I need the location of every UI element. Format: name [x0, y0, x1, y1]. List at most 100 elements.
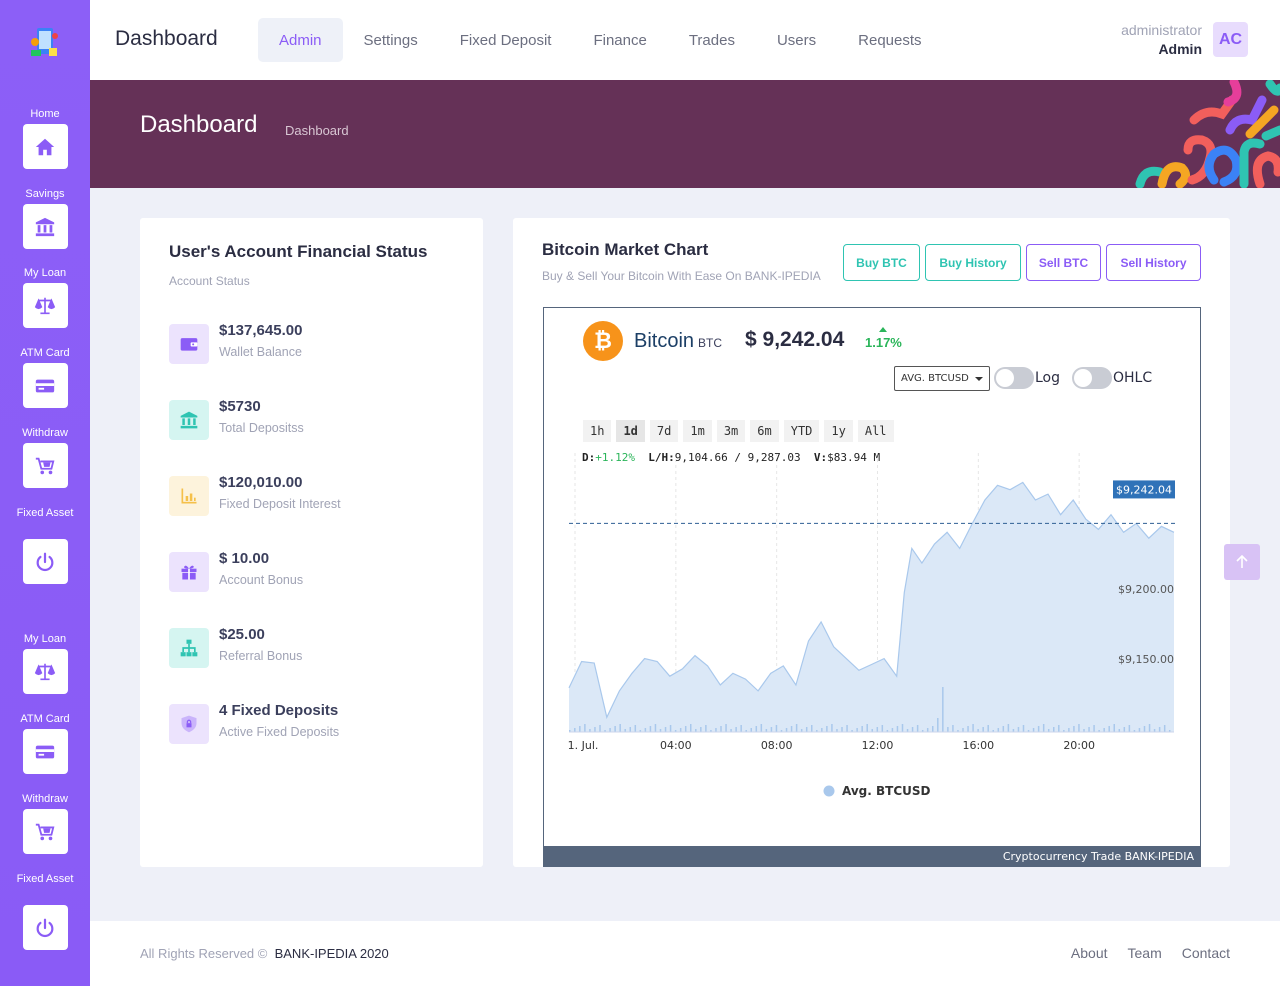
stat-label: Wallet Balance: [219, 345, 302, 359]
volume-bar: [1123, 727, 1126, 732]
volume-bar: [926, 728, 929, 732]
buy-history-button[interactable]: Buy History: [925, 244, 1021, 281]
volume-bar: [584, 724, 586, 732]
volume-bar: [735, 727, 737, 732]
volume-bar: [1138, 728, 1141, 732]
page-title: Dashboard: [140, 111, 258, 138]
range-button-all[interactable]: All: [857, 420, 894, 442]
range-button-1d[interactable]: 1d: [616, 420, 645, 442]
nav-settings[interactable]: Settings: [363, 31, 418, 49]
sidebar-item-label: ATM Card: [20, 713, 70, 725]
range-button-1y[interactable]: 1y: [824, 420, 853, 442]
sidebar-button[interactable]: [22, 905, 68, 950]
shield-lock-icon: [181, 715, 197, 733]
sidebar-item-savings[interactable]: Savings: [0, 188, 90, 249]
log-toggle[interactable]: [994, 367, 1034, 389]
volume-bar: [1163, 725, 1166, 732]
sidebar-item-fixed-asset[interactable]: Fixed Asset: [0, 507, 90, 584]
range-button-1h[interactable]: 1h: [583, 420, 612, 442]
scale-icon: [34, 297, 56, 314]
sidebar-button[interactable]: [22, 809, 68, 854]
sidebar-button[interactable]: [22, 363, 68, 408]
sell-history-button[interactable]: Sell History: [1106, 244, 1201, 281]
range-button-ytd[interactable]: YTD: [783, 420, 820, 442]
nav-fixed-deposit[interactable]: Fixed Deposit: [459, 31, 552, 49]
volume-bar: [901, 724, 904, 732]
wallet-icon: [180, 338, 198, 351]
range-button-1m[interactable]: 1m: [683, 420, 712, 442]
chart-credit[interactable]: Cryptocurrency Trade BANK-IPEDIA: [543, 846, 1201, 867]
price-chart[interactable]: $9,242.04 $9,200.00 $9,150.00 1. Jul. 04:00 0…: [544, 308, 1202, 868]
cart-icon: [35, 457, 55, 474]
breadcrumb[interactable]: Dashboard: [285, 123, 349, 138]
x-tick-label: 08:00: [761, 739, 793, 752]
x-tick-label: 16:00: [962, 739, 994, 752]
ohlc-toggle[interactable]: [1072, 367, 1112, 389]
avatar[interactable]: AC: [1213, 22, 1248, 57]
nav-users[interactable]: Users: [776, 31, 817, 49]
sidebar-item-withdraw[interactable]: Withdraw: [0, 427, 90, 488]
sidebar-button[interactable]: [22, 204, 68, 249]
range-button-3m[interactable]: 3m: [716, 420, 746, 442]
sidebar-item-atm-card[interactable]: ATM Card: [0, 347, 90, 408]
sidebar-item-withdraw[interactable]: Withdraw: [0, 793, 90, 854]
sidebar-item-home[interactable]: Home: [0, 108, 90, 169]
footer-link-team[interactable]: Team: [1127, 945, 1162, 961]
sidebar-button[interactable]: [22, 443, 68, 488]
market-card-subtitle: Buy & Sell Your Bitcoin With Ease On BAN…: [542, 269, 821, 283]
stat-label: Referral Bonus: [219, 649, 303, 663]
volume-bar: [1058, 725, 1060, 732]
cart-icon: [35, 823, 55, 840]
user-name[interactable]: Admin: [1158, 41, 1202, 57]
stat-icon-box: [169, 324, 209, 364]
volume-bar: [1042, 724, 1045, 732]
sidebar-button[interactable]: [22, 283, 68, 328]
volume-bar: [871, 729, 873, 732]
buy-btc-button[interactable]: Buy BTC: [843, 244, 920, 281]
nav-requests[interactable]: Requests: [858, 31, 922, 49]
top-navbar: Dashboard Admin Settings Fixed Deposit F…: [90, 0, 1280, 80]
volume-bar: [654, 724, 657, 732]
sidebar-item-atm-card[interactable]: ATM Card: [0, 713, 90, 774]
volume-bar: [624, 729, 626, 732]
ohlc-d-value: +1.12%: [595, 451, 635, 464]
volume-bar: [594, 727, 596, 732]
stat-item: $120,010.00 Fixed Deposit Interest: [169, 474, 459, 516]
footer-link-contact[interactable]: Contact: [1181, 945, 1230, 961]
stat-value: $137,645.00: [219, 322, 303, 339]
sell-btc-button[interactable]: Sell BTC: [1026, 244, 1101, 281]
range-button-7d[interactable]: 7d: [649, 420, 679, 442]
volume-bar: [1017, 727, 1020, 732]
power-icon: [36, 918, 54, 937]
ohlc-v-value: $83.94 M: [827, 451, 881, 464]
nav-admin[interactable]: Admin: [258, 18, 343, 62]
volume-bar: [1128, 725, 1131, 732]
coin-symbol: BTC: [698, 336, 723, 350]
footer-link-about[interactable]: About: [1070, 945, 1108, 961]
sidebar-item-my-loan[interactable]: My Loan: [0, 633, 90, 694]
volume-bar: [826, 726, 828, 732]
volume-bar: [664, 727, 667, 732]
current-price-label: $9,242.04: [1116, 483, 1172, 496]
volume-bar: [619, 724, 621, 732]
sidebar-button[interactable]: [22, 124, 68, 169]
sidebar-button[interactable]: [22, 539, 68, 584]
volume-bar: [891, 728, 894, 732]
ohlc-lh-value: 9,104.66 / 9,287.03: [674, 451, 801, 464]
volume-bar: [790, 726, 793, 732]
currency-select[interactable]: AVG. BTCUSD: [894, 366, 990, 391]
stat-label: Active Fixed Deposits: [219, 725, 340, 739]
sidebar-button[interactable]: [22, 729, 68, 774]
range-button-6m[interactable]: 6m: [750, 420, 779, 442]
scroll-to-top-button[interactable]: [1224, 544, 1260, 580]
nav-finance[interactable]: Finance: [593, 31, 647, 49]
volume-bar: [1078, 724, 1080, 732]
sidebar-item-my-loan[interactable]: My Loan: [0, 267, 90, 328]
nav-trades[interactable]: Trades: [688, 31, 735, 49]
log-toggle-label: Log: [1035, 370, 1061, 386]
sidebar-item-fixed-asset[interactable]: Fixed Asset: [0, 873, 90, 950]
volume-bar: [770, 727, 773, 732]
copyright: All Rights Reserved © BANK-IPEDIA 2020: [140, 946, 389, 961]
sidebar-button[interactable]: [22, 649, 68, 694]
app-logo-icon[interactable]: [27, 24, 63, 60]
